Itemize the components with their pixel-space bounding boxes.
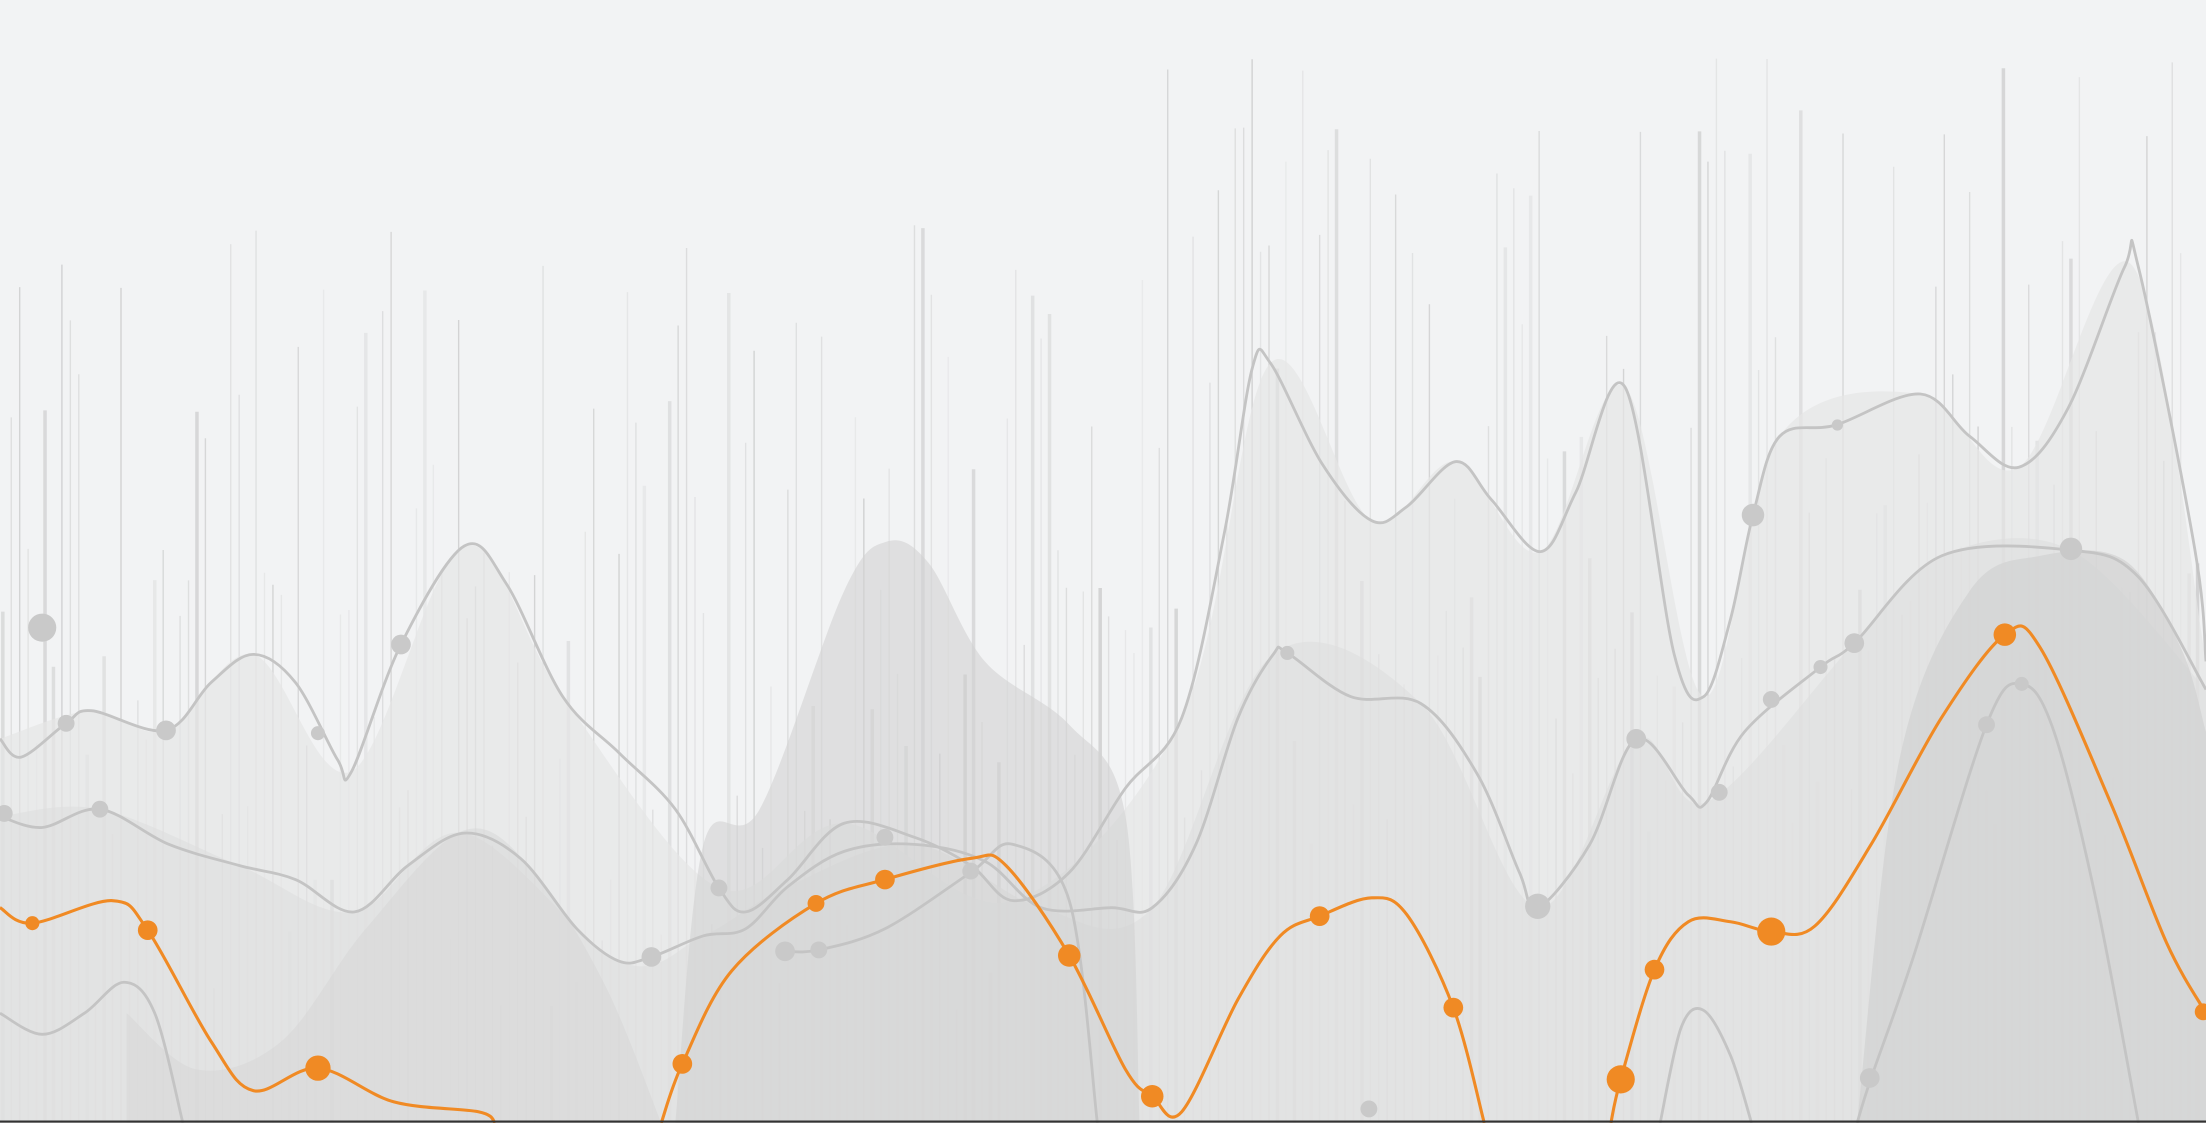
area (126, 828, 662, 1123)
dot (310, 726, 325, 741)
dot (0, 804, 13, 822)
dot (1360, 1100, 1378, 1118)
dot (810, 941, 828, 959)
dot (91, 800, 109, 818)
curve (0, 238, 2206, 914)
dot (1762, 690, 1780, 708)
dot (2059, 537, 2083, 561)
dot (710, 879, 728, 897)
dot (1525, 893, 1551, 919)
dot (775, 941, 795, 962)
dot (2194, 1003, 2206, 1021)
curve (0, 544, 2206, 965)
dot (156, 720, 176, 741)
dot (1626, 728, 1647, 749)
curve (0, 899, 497, 1123)
dot (1443, 997, 1464, 1018)
dot (305, 1055, 331, 1081)
curve (1658, 1007, 1753, 1123)
dots (0, 419, 2206, 1118)
dot (962, 862, 980, 880)
dot (876, 828, 894, 846)
curve (0, 980, 185, 1123)
dot (672, 1054, 693, 1074)
dot (1280, 645, 1295, 661)
dot (807, 895, 825, 912)
dot (1644, 959, 1665, 980)
dot (1813, 660, 1828, 675)
dot (1309, 906, 1330, 926)
dot (1978, 716, 1995, 734)
curve (659, 853, 1486, 1123)
dot (641, 947, 662, 967)
dot (875, 869, 895, 890)
dot (1757, 917, 1786, 946)
dot (137, 920, 158, 941)
dot (1057, 944, 1081, 967)
dot (57, 714, 75, 732)
dot (1606, 1065, 1635, 1094)
dot (25, 916, 40, 931)
dot (1993, 623, 2017, 646)
dot (2014, 676, 2029, 691)
dot (391, 634, 411, 655)
dot (28, 613, 57, 642)
curve (1855, 681, 2140, 1123)
dot (1831, 419, 1844, 431)
dot (1844, 633, 1865, 653)
dot (1140, 1085, 1164, 1108)
dot (1741, 503, 1765, 527)
area (1857, 550, 2206, 1123)
curve (1609, 624, 2206, 1123)
dot (1710, 783, 1728, 801)
dot (1859, 1068, 1880, 1088)
area (675, 540, 1140, 1123)
